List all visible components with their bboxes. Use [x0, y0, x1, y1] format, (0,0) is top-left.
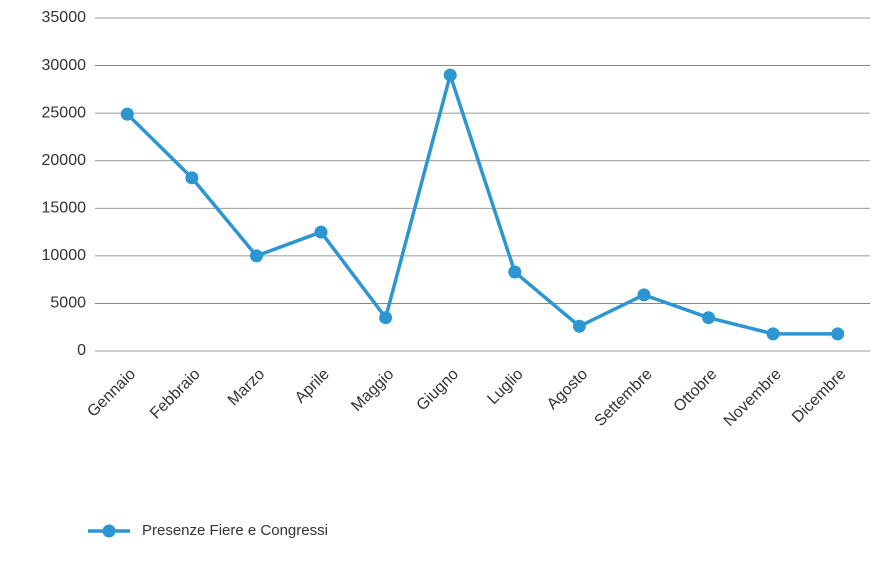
data-point: [572, 319, 586, 333]
data-point: [185, 171, 199, 185]
x-tick-label: Giugno: [414, 366, 463, 415]
x-tick-label: Agosto: [544, 366, 591, 413]
data-point: [702, 311, 716, 325]
x-tick-label: Luglio: [484, 366, 526, 408]
data-point: [379, 311, 393, 325]
legend-marker: [102, 524, 116, 538]
y-tick-label: 20000: [42, 152, 87, 169]
y-tick-label: 5000: [50, 295, 86, 312]
y-tick-label: 10000: [42, 247, 87, 264]
x-tick-label: Maggio: [348, 366, 397, 415]
data-point: [120, 107, 134, 121]
y-tick-label: 30000: [42, 57, 87, 74]
series-line: [126, 73, 838, 336]
data-point: [508, 265, 522, 279]
x-tick-label: Ottobre: [671, 366, 721, 416]
legend-label: Presenze Fiere e Congressi: [142, 522, 328, 539]
x-tick-label: Gennaio: [84, 366, 139, 421]
data-point: [766, 327, 780, 341]
data-point: [314, 225, 328, 239]
data-point: [443, 68, 457, 82]
data-point: [831, 327, 845, 341]
x-tick-label: Marzo: [225, 366, 269, 410]
y-tick-label: 35000: [42, 9, 87, 26]
x-tick-label: Febbraio: [147, 366, 204, 423]
x-tick-label: Novembre: [721, 366, 785, 430]
x-tick-label: Settembre: [592, 366, 656, 430]
y-tick-label: 0: [77, 342, 86, 359]
data-point: [637, 288, 651, 302]
y-tick-label: 25000: [42, 104, 87, 121]
data-point: [249, 249, 263, 263]
x-tick-label: Dicembre: [789, 366, 850, 427]
y-tick-label: 15000: [42, 200, 87, 217]
x-tick-label: Aprile: [292, 366, 333, 407]
